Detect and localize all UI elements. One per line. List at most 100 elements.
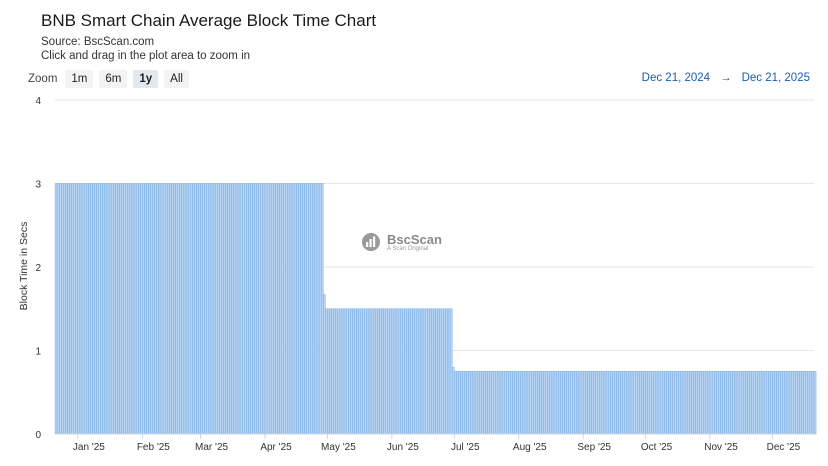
bar bbox=[250, 183, 253, 435]
bar bbox=[493, 371, 497, 435]
bar bbox=[466, 371, 469, 435]
bar bbox=[298, 183, 301, 435]
bar bbox=[701, 371, 704, 435]
bar bbox=[437, 308, 440, 435]
bar bbox=[774, 371, 777, 435]
bar bbox=[666, 371, 669, 435]
bar bbox=[503, 371, 507, 435]
bar bbox=[705, 371, 709, 435]
bar bbox=[709, 371, 713, 435]
bar bbox=[154, 183, 158, 435]
bar bbox=[233, 183, 237, 435]
bar bbox=[501, 371, 505, 435]
bar bbox=[583, 371, 586, 435]
bar bbox=[795, 371, 798, 435]
bar bbox=[803, 371, 806, 435]
bar bbox=[175, 183, 178, 435]
bar bbox=[248, 183, 251, 435]
bar bbox=[352, 308, 355, 435]
bar bbox=[693, 371, 696, 435]
range-from-input[interactable]: Dec 21, 2024 bbox=[641, 72, 711, 84]
bar bbox=[726, 371, 729, 435]
bar bbox=[144, 183, 147, 435]
y-tick-label: 0 bbox=[35, 430, 41, 441]
bar bbox=[310, 183, 314, 435]
bar bbox=[90, 183, 93, 435]
bar bbox=[296, 183, 299, 435]
bar bbox=[88, 183, 91, 435]
bar bbox=[98, 183, 101, 435]
bar bbox=[528, 371, 532, 435]
bar bbox=[686, 371, 690, 435]
bar bbox=[133, 183, 137, 435]
bar bbox=[102, 183, 106, 435]
bar bbox=[543, 371, 546, 435]
bar bbox=[439, 308, 442, 435]
bar bbox=[202, 183, 205, 435]
bar bbox=[165, 183, 168, 435]
bar bbox=[416, 308, 420, 435]
bar bbox=[412, 308, 415, 435]
bar bbox=[724, 371, 727, 435]
bar bbox=[745, 371, 748, 435]
bar bbox=[747, 371, 750, 435]
bar bbox=[302, 183, 305, 435]
bar bbox=[761, 371, 765, 435]
bar bbox=[751, 371, 754, 435]
y-tick-label: 3 bbox=[35, 180, 41, 191]
zoom-1y-button[interactable]: 1y bbox=[133, 70, 159, 88]
bar bbox=[805, 371, 808, 435]
bar bbox=[570, 371, 573, 435]
x-tick-label: Dec '25 bbox=[767, 442, 801, 453]
bar bbox=[121, 183, 124, 435]
bar bbox=[289, 183, 293, 435]
bar bbox=[749, 371, 752, 435]
bar bbox=[123, 183, 126, 435]
bar bbox=[358, 308, 361, 435]
bar bbox=[410, 308, 413, 435]
bar bbox=[219, 183, 222, 435]
bar bbox=[655, 371, 659, 435]
bar bbox=[433, 308, 436, 435]
bar bbox=[591, 371, 594, 435]
bar bbox=[558, 371, 561, 435]
zoom-all-button[interactable]: All bbox=[164, 70, 189, 88]
bar bbox=[69, 183, 72, 435]
bar bbox=[271, 183, 274, 435]
bar bbox=[776, 371, 779, 435]
bar bbox=[487, 371, 490, 435]
source-text: Source: BscScan.com bbox=[41, 36, 155, 48]
watermark-name: BscScan bbox=[387, 232, 442, 247]
bar bbox=[445, 308, 449, 435]
bar bbox=[730, 371, 734, 435]
bar bbox=[553, 371, 557, 435]
bar bbox=[499, 371, 503, 435]
bar bbox=[526, 371, 530, 435]
bar bbox=[316, 183, 320, 435]
bar bbox=[389, 308, 393, 435]
bar bbox=[672, 371, 675, 435]
bar bbox=[564, 371, 567, 435]
bar bbox=[235, 183, 239, 435]
bar bbox=[391, 308, 395, 435]
bar bbox=[414, 308, 418, 435]
bar bbox=[364, 308, 368, 435]
bar bbox=[684, 371, 688, 435]
bar bbox=[522, 371, 526, 435]
range-to-input[interactable]: Dec 21, 2025 bbox=[741, 72, 810, 84]
bar bbox=[312, 183, 316, 435]
bar bbox=[152, 183, 155, 435]
bar bbox=[807, 371, 811, 435]
bar bbox=[58, 183, 62, 435]
zoom-1m-button[interactable]: 1m bbox=[65, 70, 94, 88]
zoom-label: Zoom bbox=[28, 73, 58, 85]
zoom-6m-button[interactable]: 6m bbox=[99, 70, 128, 88]
y-tick-label: 4 bbox=[35, 96, 41, 107]
x-axis: Jan '25 Feb '25 Mar '25 Apr '25 May '25 Jun '… bbox=[55, 433, 814, 453]
bar bbox=[495, 371, 499, 435]
bar bbox=[318, 183, 322, 435]
bar bbox=[491, 371, 494, 435]
bar bbox=[173, 183, 176, 435]
bar bbox=[325, 308, 328, 435]
